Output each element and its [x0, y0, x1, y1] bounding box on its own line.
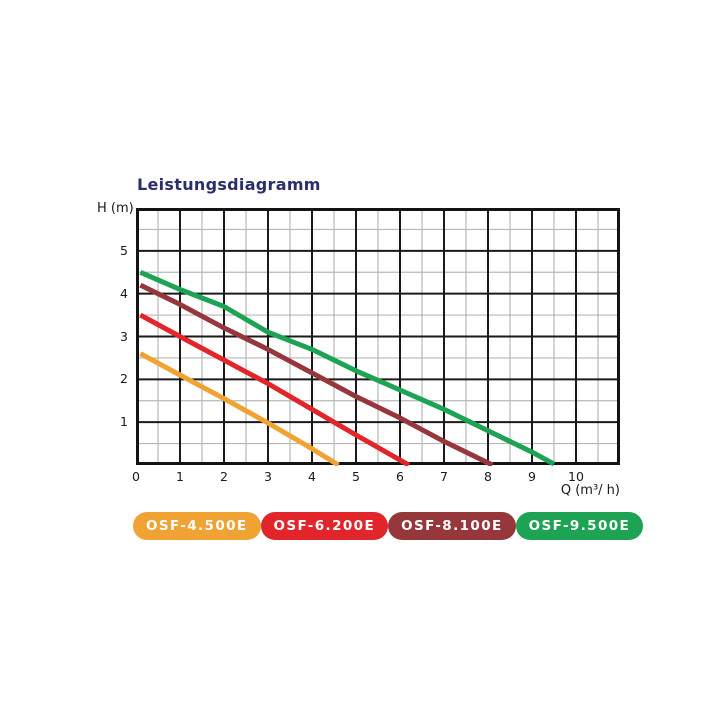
x-tick-label: 8: [484, 469, 492, 484]
x-axis-title: Q (m³/ h): [560, 483, 620, 498]
x-tick-label: 6: [396, 469, 404, 484]
legend-pill-osf-8-100e: OSF-8.100E: [388, 512, 516, 540]
legend-pill-osf-6-200e: OSF-6.200E: [260, 512, 389, 540]
performance-chart: [136, 208, 620, 466]
legend-pill-osf-4-500e: OSF-4.500E: [133, 512, 261, 540]
x-tick-label: 2: [220, 469, 228, 484]
x-tick-label: 10: [568, 469, 584, 484]
curve-osf-9-500e: [139, 270, 556, 466]
plot-border: [136, 208, 620, 465]
y-tick-label: 1: [120, 414, 128, 430]
y-tick-label: 2: [120, 371, 128, 387]
chart-title: Leistungsdiagramm: [137, 175, 321, 194]
x-tick-label: 3: [264, 469, 272, 484]
curve-osf-4-500e: [139, 351, 340, 466]
curve-osf-6-200e: [139, 312, 411, 466]
x-tick-label: 7: [440, 469, 448, 484]
curve-osf-8-100e: [139, 282, 494, 466]
y-axis-title: H (m): [97, 201, 134, 216]
y-tick-label: 3: [120, 328, 128, 344]
x-tick-label: 1: [176, 469, 184, 484]
x-tick-label: 9: [528, 469, 536, 484]
y-tick-label: 4: [120, 285, 128, 301]
x-tick-label: 4: [308, 469, 316, 484]
y-tick-label: 5: [120, 242, 128, 258]
legend-row: OSF-4.500E OSF-6.200E OSF-8.100E OSF-9.500E: [133, 512, 644, 540]
x-tick-label: 5: [352, 469, 360, 484]
x-tick-label: 0: [132, 469, 140, 484]
legend-pill-osf-9-500e: OSF-9.500E: [515, 512, 644, 540]
